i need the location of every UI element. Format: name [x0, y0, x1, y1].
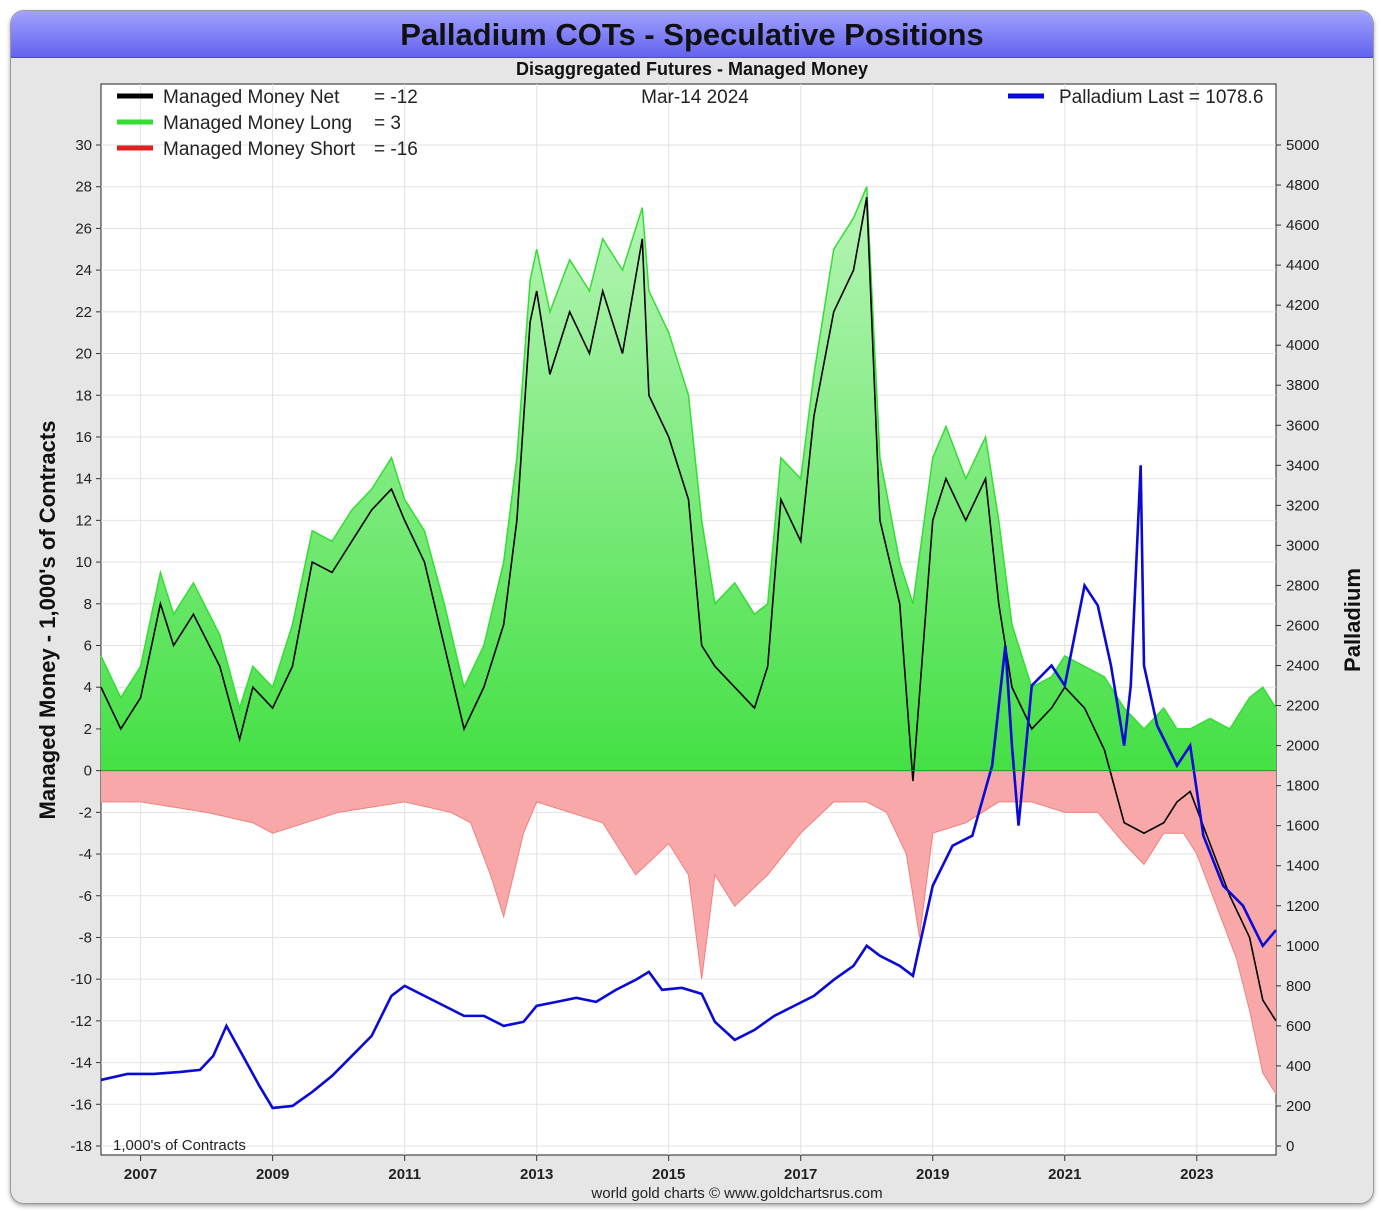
y-tick-label: 12 [75, 512, 92, 529]
y2-tick-label: 4800 [1286, 177, 1319, 194]
y2-tick-label: 4200 [1286, 297, 1319, 314]
y-tick-label: 16 [75, 429, 92, 446]
axes: 302826242220181614121086420-2-4-6-8-10-1… [70, 137, 1319, 1183]
y2-tick-label: 4600 [1286, 217, 1319, 234]
y-tick-label: 0 [84, 763, 92, 780]
y-tick-label: 22 [75, 304, 92, 321]
x-tick-label: 2011 [388, 1166, 421, 1183]
y-tick-label: -2 [79, 804, 92, 821]
legend-label-price: Palladium Last = 1078.6 [1059, 87, 1263, 108]
short-line [101, 801, 1277, 1095]
y2-tick-label: 600 [1286, 1018, 1311, 1035]
area-fills [101, 186, 1276, 1094]
y-tick-label: 18 [75, 387, 92, 404]
x-tick-label: 2015 [652, 1166, 685, 1183]
y2-tick-label: 3800 [1286, 377, 1319, 394]
y2-tick-label: 800 [1286, 978, 1311, 995]
y2-tick-label: 4400 [1286, 257, 1319, 274]
y-tick-label: -8 [79, 929, 92, 946]
units-note: 1,000's of Contracts [113, 1137, 246, 1154]
y2-tick-label: 2000 [1286, 738, 1319, 755]
y2-tick-label: 1800 [1286, 778, 1319, 795]
y2-tick-label: 1600 [1286, 818, 1319, 835]
y-tick-label: -6 [79, 888, 92, 905]
y-tick-label: 4 [84, 679, 92, 696]
long-line [100, 186, 1277, 731]
y2-tick-label: 0 [1286, 1138, 1294, 1155]
y2-tick-label: 2800 [1286, 577, 1319, 594]
x-tick-label: 2017 [784, 1166, 817, 1183]
y2-tick-label: 1400 [1286, 858, 1319, 875]
y-tick-label: 10 [75, 554, 92, 571]
y2-tick-label: 2200 [1286, 698, 1319, 715]
y2-tick-label: 3200 [1286, 497, 1319, 514]
legend-value-net: = -12 [374, 87, 418, 108]
y-tick-label: 2 [84, 721, 92, 738]
legend-value-long: = 3 [374, 113, 401, 134]
price-line [100, 465, 1277, 1110]
y2-tick-label: 1000 [1286, 938, 1319, 955]
y-tick-label: 8 [84, 596, 92, 613]
credit-text: world gold charts © www.goldchartsrus.co… [590, 1185, 882, 1202]
report-date: Mar-14 2024 [641, 87, 749, 108]
y2-tick-label: 1200 [1286, 898, 1319, 915]
y-tick-label: 6 [84, 638, 92, 655]
y-tick-label: 14 [75, 471, 92, 488]
series-lines [100, 186, 1277, 1110]
y2-axis-title: Palladium [1340, 568, 1365, 672]
y-tick-label: 30 [75, 137, 92, 154]
net-line [100, 196, 1277, 1022]
y2-tick-label: 4000 [1286, 337, 1319, 354]
x-tick-label: 2021 [1048, 1166, 1081, 1183]
legend-label-short: Managed Money Short [163, 139, 356, 160]
x-tick-label: 2019 [916, 1166, 949, 1183]
y-axis-title: Managed Money - 1,000's of Contracts [35, 421, 60, 820]
y2-tick-label: 3000 [1286, 537, 1319, 554]
x-tick-label: 2009 [256, 1166, 289, 1183]
y2-tick-label: 5000 [1286, 137, 1319, 154]
y-tick-label: -4 [79, 846, 92, 863]
y2-tick-label: 3600 [1286, 417, 1319, 434]
short-area [101, 770, 1276, 1094]
y-tick-label: -12 [70, 1013, 92, 1030]
y-tick-label: -18 [70, 1138, 92, 1155]
legend-value-short: = -16 [374, 139, 418, 160]
y-tick-label: -14 [70, 1055, 92, 1072]
y-tick-label: 26 [75, 220, 92, 237]
x-tick-label: 2023 [1180, 1166, 1213, 1183]
long-area [101, 186, 1276, 771]
chart-subtitle: Disaggregated Futures - Managed Money [515, 59, 869, 79]
y-tick-label: -10 [70, 971, 92, 988]
y-tick-label: 20 [75, 346, 92, 363]
y2-tick-label: 3400 [1286, 457, 1319, 474]
chart-title: Palladium COTs - Speculative Positions [400, 17, 984, 52]
legend-label-long: Managed Money Long [163, 113, 352, 134]
y-tick-label: -16 [70, 1096, 92, 1113]
x-tick-label: 2007 [124, 1166, 157, 1183]
y2-tick-label: 2600 [1286, 617, 1319, 634]
legend-label-net: Managed Money Net [163, 87, 340, 108]
y2-tick-label: 400 [1286, 1058, 1311, 1075]
y2-tick-label: 200 [1286, 1098, 1311, 1115]
title-bar [11, 11, 1373, 58]
y-tick-label: 24 [75, 262, 92, 279]
y2-tick-label: 2400 [1286, 658, 1319, 675]
x-tick-label: 2013 [520, 1166, 553, 1183]
y-tick-label: 28 [75, 179, 92, 196]
